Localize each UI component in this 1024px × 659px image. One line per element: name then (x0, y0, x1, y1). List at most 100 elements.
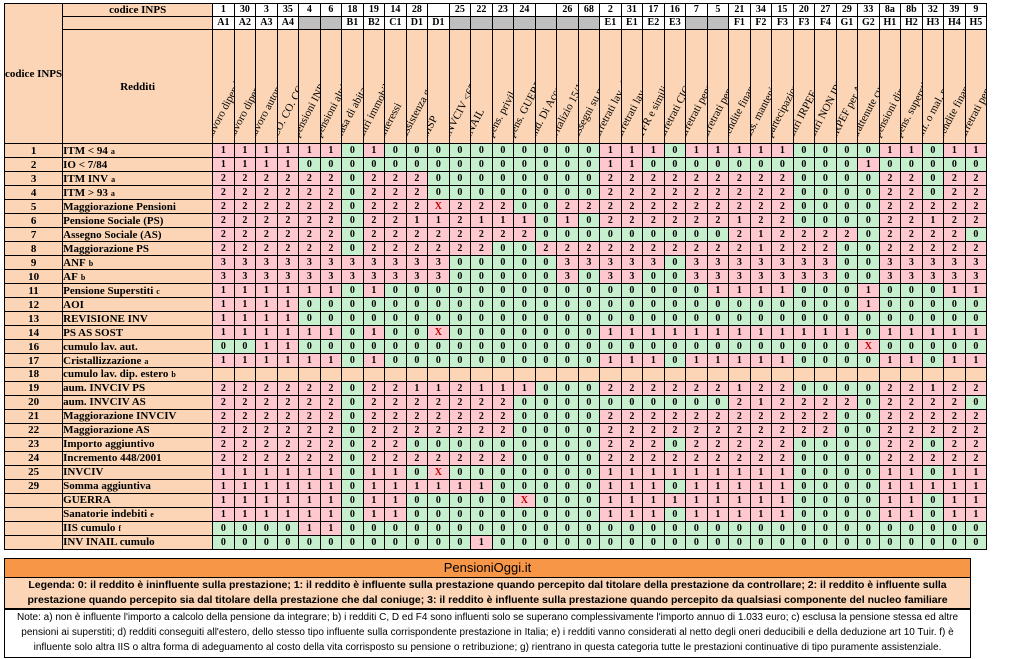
matrix-cell: 2 (319, 380, 343, 396)
matrix-cell: 2 (685, 422, 708, 438)
matrix-cell: 0 (577, 185, 601, 200)
matrix-cell: 1 (900, 478, 923, 494)
matrix-cell: 2 (319, 436, 343, 452)
matrix-cell: 2 (405, 171, 429, 186)
row-name-text: INVCIV (63, 466, 104, 479)
column-code: 9 (964, 3, 988, 17)
column-label: lavoro autonomo (255, 67, 278, 139)
matrix-cell: 1 (362, 143, 386, 158)
matrix-cell: 2 (319, 213, 343, 228)
matrix-cell: 0 (513, 436, 536, 452)
matrix-cell: 2 (599, 199, 622, 214)
matrix-cell: 0 (642, 297, 665, 312)
matrix-cell: 0 (792, 492, 816, 508)
matrix-cell: 0 (577, 450, 601, 466)
table-row: 5 Maggiorazione Pensioni 2 2 2 2 2 2 0 2 2 2 X 2 2 2 0 0 2… (3, 199, 988, 214)
matrix-cell: 0 (534, 436, 558, 452)
matrix-cell: 0 (534, 353, 558, 368)
matrix-cell: 1 (943, 143, 966, 158)
row-number: 29 (3, 478, 64, 494)
matrix-cell (943, 367, 966, 382)
matrix-cell: 0 (362, 520, 386, 536)
column-label-cell: pensioni dirette EST (878, 29, 902, 144)
column-code: 18 (341, 3, 364, 17)
matrix-cell: 3 (405, 255, 429, 270)
column-subcode: F1 (728, 16, 751, 30)
matrix-cell: 0 (835, 297, 859, 312)
matrix-cell: 2 (728, 436, 751, 452)
column-subcode: E1 (599, 16, 622, 30)
matrix-cell: 1 (642, 325, 665, 340)
matrix-cell: 2 (878, 185, 902, 200)
matrix-cell: 2 (685, 213, 708, 228)
column-label-cell: pens. superstiti EST (900, 29, 923, 144)
matrix-cell: 3 (233, 269, 257, 284)
matrix-cell: 0 (319, 297, 343, 312)
matrix-cell: 1 (319, 283, 343, 298)
matrix-cell: 1 (642, 506, 665, 522)
column-subcode: A4 (276, 16, 300, 30)
column-label: MSP (427, 113, 441, 139)
matrix-cell: 1 (233, 506, 257, 522)
matrix-cell: 0 (792, 520, 816, 536)
column-subcode (513, 16, 536, 30)
column-label: INAIL (470, 106, 488, 139)
matrix-cell: 0 (835, 283, 859, 298)
matrix-cell (921, 367, 945, 382)
matrix-cell: 0 (341, 283, 364, 298)
matrix-cell: 0 (405, 436, 429, 452)
matrix-cell: 0 (835, 506, 859, 522)
matrix-cell: 2 (943, 394, 966, 410)
row-number: 13 (3, 311, 64, 326)
matrix-cell: 0 (771, 157, 794, 172)
matrix-cell: 2 (814, 394, 837, 410)
column-code: 22 (470, 3, 493, 17)
matrix-cell: 3 (642, 255, 665, 270)
matrix-cell: 0 (577, 283, 601, 298)
matrix-cell: 2 (878, 199, 902, 214)
matrix-cell: 0 (341, 297, 364, 312)
matrix-cell: 0 (921, 492, 945, 508)
matrix-cell: 0 (405, 353, 429, 368)
matrix-cell (556, 367, 579, 382)
matrix-cell: 0 (212, 534, 235, 550)
matrix-cell: 1 (620, 464, 644, 480)
column-label-cell: arretrati CIG (663, 29, 687, 144)
matrix-cell: 2 (599, 450, 622, 466)
matrix-cell: 0 (792, 213, 816, 228)
matrix-cell: 0 (405, 492, 429, 508)
matrix-cell: 0 (620, 311, 644, 326)
matrix-cell: 1 (685, 506, 708, 522)
matrix-cell: 2 (255, 227, 278, 242)
matrix-cell: 0 (599, 534, 622, 550)
matrix-cell: 0 (556, 464, 579, 480)
row-name: Somma aggiuntiva (62, 478, 214, 494)
matrix-cell: 2 (470, 241, 493, 256)
matrix-cell: 1 (599, 143, 622, 158)
matrix-cell (384, 367, 407, 382)
column-label: arretrati pens. INPS (685, 56, 708, 139)
column-subcode: E1 (620, 16, 644, 30)
matrix-cell: 0 (749, 339, 773, 354)
matrix-cell: 0 (663, 143, 687, 158)
matrix-cell: 1 (706, 506, 730, 522)
matrix-cell: 0 (835, 213, 859, 228)
matrix-cell: 2 (448, 422, 472, 438)
matrix-cell: 3 (771, 269, 794, 284)
matrix-cell: 0 (534, 199, 558, 214)
matrix-cell: 0 (276, 520, 300, 536)
matrix-cell: 1 (706, 464, 730, 480)
matrix-cell: 2 (298, 450, 321, 466)
matrix-cell: 0 (814, 311, 837, 326)
matrix-cell: 2 (620, 171, 644, 186)
column-label-cell: CO. CO. CO. (276, 29, 300, 144)
matrix-cell: 3 (771, 255, 794, 270)
matrix-cell: 1 (319, 353, 343, 368)
row-name: REVISIONE INV (62, 311, 214, 326)
matrix-cell: 1 (556, 213, 579, 228)
matrix-cell: 2 (814, 241, 837, 256)
matrix-cell: 0 (233, 534, 257, 550)
matrix-cell: 1 (319, 478, 343, 494)
matrix-cell: 0 (556, 380, 579, 396)
matrix-cell: 0 (341, 534, 364, 550)
